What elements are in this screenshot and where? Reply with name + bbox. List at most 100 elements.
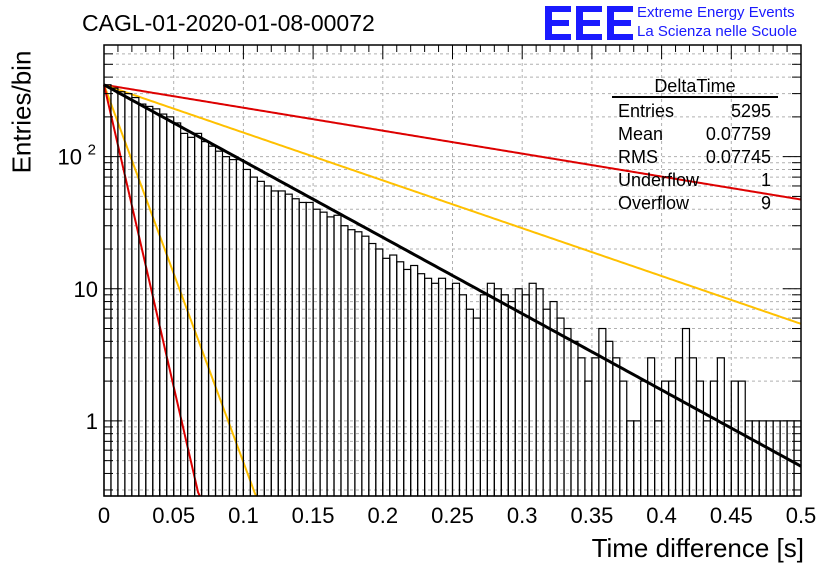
histogram-bin [305,201,314,497]
histogram-bin [417,273,426,497]
histogram-bin [458,294,468,497]
histogram-bin [110,87,119,497]
histogram-bin [403,268,412,497]
histogram-bin [361,235,370,497]
histogram-bin [514,288,523,497]
histogram-bin [242,168,251,497]
histogram-bin [424,277,433,497]
run-title: CAGL-01-2020-01-08-00072 [82,10,375,36]
histogram-bin [758,420,767,497]
x-tick-label: 0 [98,503,110,528]
histogram-bin [479,294,488,497]
histogram-bin [528,282,537,497]
histogram-bin [347,229,356,497]
histogram-bin [681,327,691,497]
stats-row-mean: Mean 0.07759 [612,123,778,146]
x-tick-label: 0.4 [646,503,677,528]
histogram-bin [103,84,112,497]
histogram-bin [249,176,258,497]
histogram-bin [619,380,628,497]
stats-row-overflow: Overflow 9 [612,192,778,215]
stats-row-underflow: Underflow 1 [612,169,778,192]
histogram-bin [633,420,642,497]
histogram-bin [709,380,718,497]
histogram-bin [626,420,635,497]
stats-title: DeltaTime [612,76,778,98]
histogram-bin [563,327,572,497]
histogram-bin [765,420,774,497]
histogram-bin [214,150,224,497]
histogram-bin [207,145,217,497]
x-tick-label: 0.35 [570,503,613,528]
histogram-bin [437,277,447,497]
histogram-bin [535,288,544,497]
histogram-bin [702,420,711,497]
histogram-bin [744,420,753,497]
y-tick-label-exponent: 2 [88,142,96,159]
stats-row-rms: RMS 0.07745 [612,146,778,169]
histogram-bin [737,380,746,497]
stats-value: 1 [760,170,771,190]
histogram-bin [640,380,649,497]
histogram-bin [312,208,321,497]
stats-value: 5295 [730,101,771,121]
histogram-bin [291,198,300,497]
histogram-bin [166,116,175,497]
eee-logo-mark [545,6,633,40]
reference-curve-4 [103,84,201,497]
histogram-bin [326,216,335,497]
stats-label: Underflow [618,170,700,190]
tick-labels: 0 0.05 0.1 0.15 0.2 0.25 0.3 0.35 0.4 0.45 0.5 1 10 1… [58,142,817,528]
y-tick-label: 1 [86,409,98,434]
histogram-bin [131,96,140,497]
stats-value: 9 [760,193,771,213]
histogram-bin [542,308,551,497]
histogram-bin [507,300,516,497]
histogram-bin [654,420,663,497]
histogram-bin [340,225,349,497]
reference-curve-1 [103,83,802,201]
histogram-bin [284,193,293,497]
x-tick-label: 0.5 [786,503,817,528]
histogram-bin [660,380,670,497]
stats-value: 0.07745 [705,147,771,167]
histogram-bin [430,282,440,497]
stats-row-entries: Entries 5295 [612,100,778,123]
y-axis-label: Entries/bin [6,50,37,174]
histogram-bin [354,231,363,497]
histogram-bin [389,254,398,497]
histogram-bin [368,242,377,497]
histogram-bin [521,294,530,497]
axes [103,44,802,497]
histogram-bin [605,340,614,497]
histogram-bin [723,420,732,497]
histogram-bin [695,380,705,497]
stats-label: RMS [618,147,658,167]
x-axis-label: Time difference [s] [591,533,804,563]
histogram-bin [319,211,328,497]
stats-label: Mean [618,124,664,144]
histogram-bin [570,340,579,497]
stats-box: DeltaTime Entries 5295 Mean 0.07759 RMS … [612,76,778,215]
histogram-bin [451,282,461,497]
x-tick-label: 0.2 [368,503,399,528]
histogram-bin [793,420,802,497]
histogram-bin [556,317,565,497]
histogram-bin [486,282,495,497]
eee-logo [545,6,633,40]
eee-tagline-1: Extreme Energy Events [637,4,795,21]
histogram-bin [472,317,481,497]
histogram-bin [200,140,210,497]
stats-value: 0.07759 [705,124,771,144]
histogram-bin [256,180,265,497]
reference-curve-2 [103,83,802,325]
histogram-bin [500,294,509,497]
histogram-bin [298,201,307,497]
fit-series [103,83,802,468]
histogram-bin [444,288,454,497]
histogram-bin [584,380,593,497]
eee-tagline-2: La Scienza nelle Scuole [637,23,798,40]
stats-label: Entries [618,101,675,121]
x-tick-label: 0.25 [431,503,474,528]
